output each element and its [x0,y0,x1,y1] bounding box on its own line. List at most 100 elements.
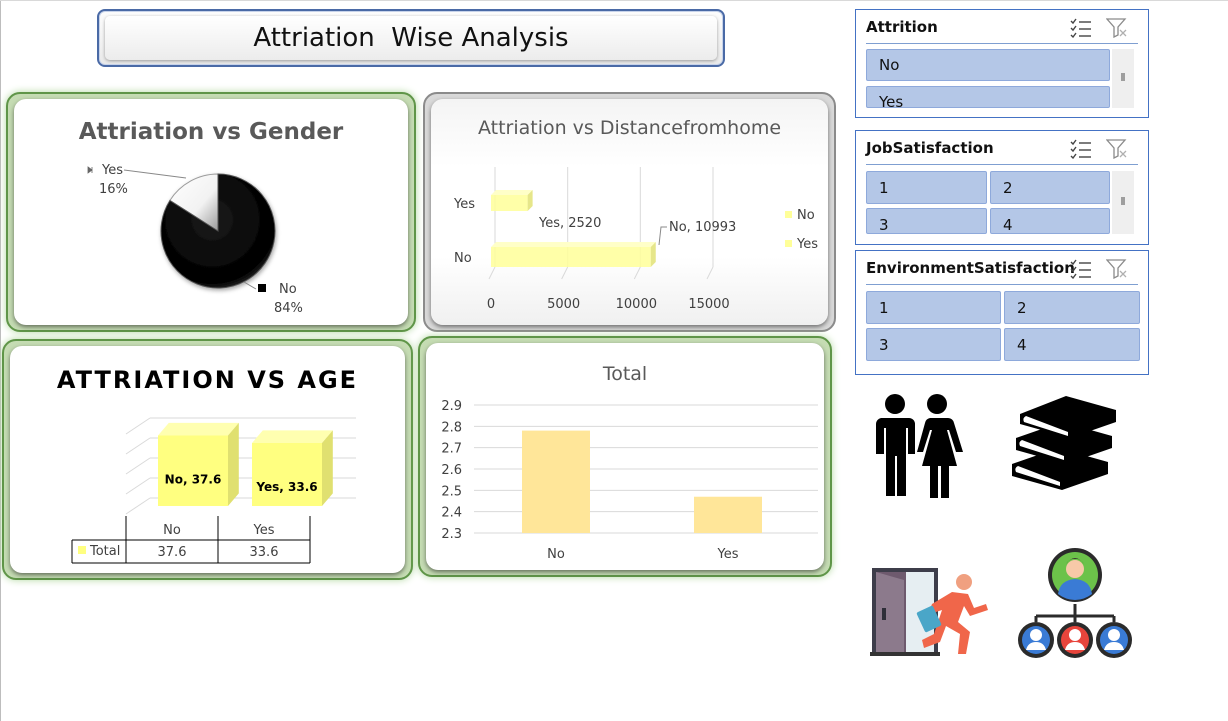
bar-top-no [491,242,656,247]
bar-side-yes [527,190,533,211]
total-y-tick-label: 2.3 [441,527,462,542]
job-satisfaction-item-1[interactable]: 1 [866,171,987,204]
total-bar-no[interactable] [522,430,590,533]
bar-side-no [650,242,656,267]
sheet-top-border [0,0,1228,1]
environment-satisfaction-slicer-rule [866,284,1138,285]
total-chart-card: Total 2.9 2.8 2.7 2.6 2.5 2.4 2.3 No Yes [426,343,824,570]
job-satisfaction-slicer[interactable]: JobSatisfaction 1 2 3 4 [855,130,1149,245]
couple-icon [875,394,963,498]
total-y-tick-label: 2.6 [441,463,462,478]
attrition-scrollbar[interactable] [1112,49,1134,108]
age-bar-yes[interactable] [252,443,322,506]
y-category-label: No [454,251,472,266]
data-label-leader-no [658,226,667,246]
job-satisfaction-scrollbar[interactable] [1112,171,1134,234]
distance-chart-panel[interactable]: Attriation vs Distancefromhome 0 5000 1000… [423,92,836,332]
legend-key-no [258,284,266,292]
pie-label-yes: Yes [101,163,123,178]
attrition-item-no[interactable]: No [866,49,1110,81]
team-hierarchy-icon [1018,548,1132,658]
environment-satisfaction-item-1[interactable]: 1 [866,291,1001,324]
age-bar-top-yes [252,430,333,443]
attrition-slicer-rule [866,43,1138,44]
dashboard-title-inner: Attriation Wise Analysis [105,16,717,60]
pie-value-no: 84% [274,301,303,316]
pie-slice-yes[interactable] [169,173,219,232]
total-bar-chart: 2.9 2.8 2.7 2.6 2.5 2.4 2.3 No Yes [441,399,818,562]
total-x-category-label: No [547,547,565,562]
attrition-slicer[interactable]: Attrition No Yes [855,9,1149,118]
y-category-label: Yes [453,197,475,212]
total-y-tick-label: 2.5 [441,484,462,499]
total-y-tick-label: 2.7 [441,442,462,457]
total-y-tick-label: 2.8 [441,420,462,435]
environment-satisfaction-slicer[interactable]: EnvironmentSatisfaction 1 2 3 4 [855,250,1149,375]
age-data-table: No 37.6 Yes 33.6 Total [71,516,311,564]
job-satisfaction-slicer-rule [866,164,1138,165]
age-data-label-no: No, 37.6 [165,473,222,487]
pie-label-no: No [279,282,297,297]
x-gridline-floor [706,266,714,280]
x-tick-label: 10000 [616,297,657,312]
data-label-no: No, 10993 [669,220,736,235]
multi-select-icon[interactable] [1070,259,1092,279]
total-y-tick-label: 2.4 [441,506,462,521]
age-bar-chart: No, 37.6 Yes, 33.6 No 37.6 Yes 33.6 Total [71,417,356,564]
age-chart-panel[interactable]: ATTRIATION VS AGE No, 37.6 Yes, 33.6 No 37.… [2,339,413,580]
age-table-header: No [163,523,181,538]
job-satisfaction-item-2[interactable]: 2 [990,171,1110,204]
x-tick-label: 0 [487,297,495,312]
data-label-yes: Yes, 2520 [538,216,601,231]
x-gridline-floor [633,266,641,280]
age-bar-no[interactable] [158,435,228,507]
x-tick-label: 15000 [688,297,729,312]
environment-satisfaction-item-4[interactable]: 4 [1004,328,1140,361]
books-icon [1012,396,1116,490]
age-bar-top-no [158,422,239,436]
total-y-tick-label: 2.9 [441,399,462,414]
age-gridline-side [125,417,151,435]
legend-label-yes: Yes [796,237,818,252]
legend-key-yes [87,166,93,174]
exit-door-icon [870,568,988,656]
x-gridline-floor [561,266,569,280]
age-table-cell: 37.6 [158,545,187,560]
attrition-item-yes[interactable]: Yes [866,86,1110,108]
multi-select-icon[interactable] [1070,18,1092,38]
job-satisfaction-item-3[interactable]: 3 [866,208,987,234]
age-chart-title: ATTRIATION VS AGE [56,366,359,394]
x-tick-label: 5000 [547,297,580,312]
pie-leader-no [243,281,257,290]
gender-chart-title: Attriation vs Gender [78,119,344,145]
job-satisfaction-item-4[interactable]: 4 [990,208,1110,234]
dashboard-title: Attriation Wise Analysis [253,23,569,53]
legend-label-no: No [797,208,815,223]
total-bar-yes[interactable] [694,496,762,533]
age-gridline-side [125,477,151,495]
clear-filter-icon[interactable] [1106,139,1128,159]
environment-satisfaction-item-3[interactable]: 3 [866,328,1001,361]
total-chart-title: Total [602,363,648,385]
legend-key-yes [785,240,792,247]
age-gridline-side [125,497,151,515]
age-table-header: Yes [253,523,275,538]
bar-no[interactable] [491,247,651,267]
gender-chart-card: Attriation vs Gender Yes 16% No 84% [14,99,408,325]
dashboard-title-box: Attriation Wise Analysis [97,9,725,67]
multi-select-icon[interactable] [1070,139,1092,159]
bar-top-yes [491,190,533,195]
gender-chart-panel[interactable]: Attriation vs Gender Yes 16% No 84% [6,92,416,332]
bar-yes[interactable] [491,195,528,211]
age-table-cell: 33.6 [250,545,279,560]
clear-filter-icon[interactable] [1106,18,1128,38]
age-gridline-side [125,457,151,475]
total-chart-panel[interactable]: Total 2.9 2.8 2.7 2.6 2.5 2.4 2.3 No Yes [418,336,832,577]
job-satisfaction-slicer-title: JobSatisfaction [866,139,994,157]
age-table-series-label: Total [89,544,120,559]
sheet-left-border [0,0,1,721]
clear-filter-icon[interactable] [1106,259,1128,279]
environment-satisfaction-item-2[interactable]: 2 [1004,291,1140,324]
pie-slice-no[interactable] [160,173,276,289]
distance-chart-card: Attriation vs Distancefromhome 0 5000 1000… [431,99,828,325]
